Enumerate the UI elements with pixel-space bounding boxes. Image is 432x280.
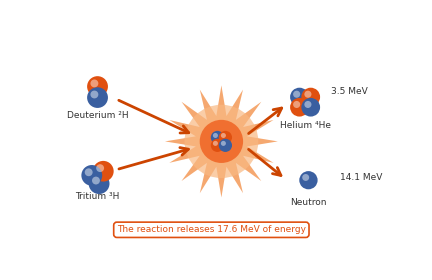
Text: Deuterium ²H: Deuterium ²H [67, 111, 128, 120]
Ellipse shape [219, 131, 232, 144]
Ellipse shape [184, 105, 258, 178]
Ellipse shape [293, 91, 300, 98]
Ellipse shape [305, 101, 311, 108]
Ellipse shape [290, 98, 309, 116]
Ellipse shape [302, 98, 320, 116]
Ellipse shape [200, 120, 243, 163]
Ellipse shape [90, 90, 98, 98]
Text: 14.1 MeV: 14.1 MeV [340, 172, 382, 182]
Text: Neutron: Neutron [290, 198, 327, 207]
Text: 3.5 MeV: 3.5 MeV [331, 87, 368, 96]
Ellipse shape [221, 141, 226, 146]
Ellipse shape [87, 76, 108, 97]
Ellipse shape [96, 164, 104, 172]
Ellipse shape [213, 141, 218, 146]
Ellipse shape [302, 174, 309, 181]
Ellipse shape [290, 88, 309, 106]
Text: Tritium ³H: Tritium ³H [75, 192, 120, 201]
Ellipse shape [89, 173, 109, 194]
Ellipse shape [93, 161, 114, 182]
Ellipse shape [221, 133, 226, 138]
Ellipse shape [213, 133, 218, 138]
Polygon shape [165, 85, 278, 197]
Ellipse shape [81, 165, 102, 186]
Ellipse shape [299, 171, 318, 189]
Ellipse shape [87, 87, 108, 108]
Ellipse shape [92, 177, 100, 185]
Ellipse shape [293, 101, 300, 108]
Text: Helium ⁴He: Helium ⁴He [280, 121, 330, 130]
Ellipse shape [211, 139, 224, 152]
Ellipse shape [85, 168, 92, 176]
Ellipse shape [219, 139, 232, 152]
Polygon shape [174, 94, 269, 189]
Ellipse shape [90, 80, 98, 87]
Ellipse shape [302, 88, 320, 106]
Ellipse shape [211, 131, 224, 144]
Ellipse shape [305, 91, 311, 98]
Text: The reaction releases 17.6 MeV of energy: The reaction releases 17.6 MeV of energy [117, 225, 306, 234]
